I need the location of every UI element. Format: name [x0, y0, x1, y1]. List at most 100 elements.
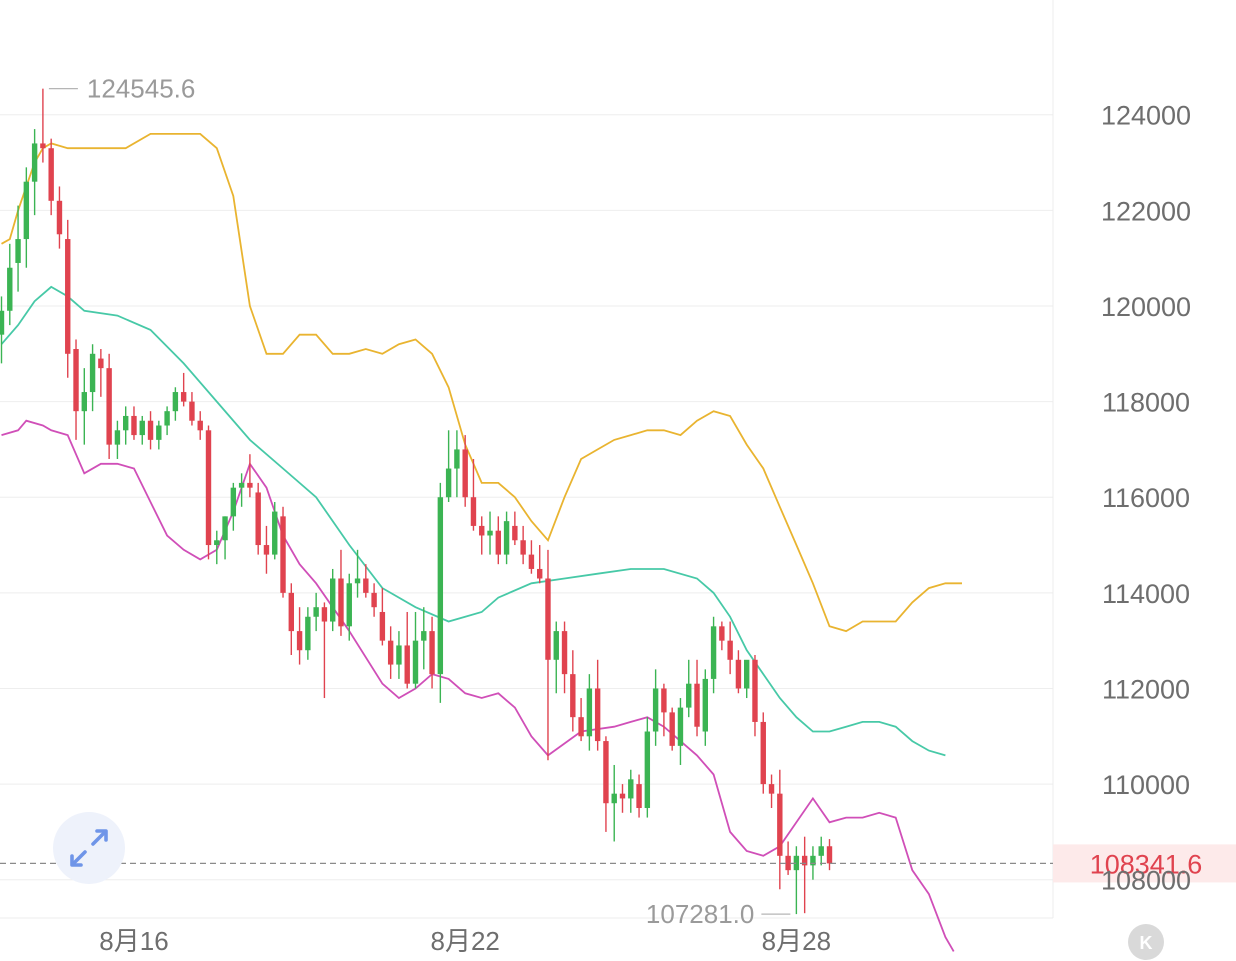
- candle: [123, 406, 129, 445]
- candle-body: [123, 415, 129, 431]
- candle-body: [437, 497, 444, 675]
- candle: [727, 621, 733, 675]
- candle: [280, 506, 286, 598]
- candle: [139, 415, 145, 445]
- candle: [537, 545, 543, 584]
- candle-body: [89, 353, 96, 393]
- scroll-to-latest-icon: K: [1140, 933, 1153, 953]
- candle: [677, 698, 684, 765]
- candle-body: [346, 583, 352, 627]
- candle-body: [131, 415, 137, 436]
- candle: [512, 511, 518, 546]
- annotations: 124545.6 107281.0 108341.6: [0, 74, 1236, 929]
- candle: [487, 511, 493, 555]
- candle: [255, 482, 261, 555]
- min-price-label: 107281.0: [646, 899, 754, 929]
- candle-body: [98, 358, 104, 369]
- candle-body: [354, 578, 361, 584]
- candle: [31, 129, 38, 216]
- candle: [586, 674, 593, 751]
- candle: [321, 602, 328, 699]
- candle-body: [288, 592, 294, 632]
- candle-body: [65, 239, 71, 354]
- candle-body: [48, 148, 54, 201]
- candle-body: [603, 741, 609, 804]
- candle-body: [305, 616, 311, 651]
- candle: [106, 353, 112, 459]
- candle: [503, 511, 510, 565]
- candle-body: [528, 554, 535, 569]
- y-tick-label: 118000: [1102, 388, 1190, 418]
- candle: [81, 368, 87, 445]
- candle: [230, 482, 237, 531]
- candle-body: [777, 793, 783, 856]
- candle-body: [106, 368, 112, 445]
- candle: [520, 525, 526, 565]
- candle-body: [321, 607, 328, 622]
- candle-body: [470, 497, 477, 526]
- y-tick-label: 112000: [1102, 674, 1190, 704]
- candle-body: [826, 846, 833, 864]
- candle-body: [7, 267, 13, 311]
- candle-body: [404, 645, 410, 684]
- scroll-button-bg[interactable]: [1128, 924, 1164, 960]
- candle-body: [56, 200, 63, 235]
- candle-body: [296, 631, 303, 651]
- candle-body: [0, 310, 5, 335]
- candle: [462, 435, 468, 507]
- candle: [644, 717, 651, 818]
- candle: [238, 473, 245, 507]
- candle-body: [503, 521, 510, 555]
- expand-button-bg[interactable]: [53, 812, 125, 884]
- candle: [65, 219, 71, 378]
- candle-body: [810, 855, 816, 866]
- candle: [396, 631, 402, 679]
- expand-button[interactable]: [53, 812, 125, 884]
- max-price-label: 124545.6: [87, 74, 195, 104]
- candle-body: [40, 143, 46, 149]
- candle-body: [545, 578, 551, 660]
- candle: [710, 616, 717, 694]
- candle-body: [313, 607, 319, 617]
- candle-body: [197, 420, 203, 431]
- candle-body: [669, 712, 675, 746]
- candle-body: [73, 349, 79, 412]
- last-price-label: 108341.6: [1090, 849, 1203, 879]
- candle-body: [214, 540, 220, 546]
- candle-body: [338, 578, 344, 627]
- candle-body: [238, 482, 245, 488]
- candle: [578, 698, 584, 742]
- candle-body: [272, 511, 278, 555]
- candle-body: [255, 492, 261, 546]
- band-upper-line: [1, 133, 962, 633]
- candle: [0, 296, 5, 364]
- band-lower-line: [1, 419, 955, 952]
- scroll-to-latest-button[interactable]: K: [1128, 924, 1164, 960]
- candle: [561, 621, 568, 694]
- candle-body: [553, 631, 559, 660]
- candle-body: [421, 631, 427, 641]
- candle-body: [445, 468, 452, 498]
- candle: [156, 420, 162, 450]
- candle-body: [23, 181, 30, 240]
- candle-body: [147, 420, 154, 440]
- candle: [296, 607, 303, 665]
- y-tick-label: 120000: [1101, 292, 1191, 322]
- bollinger-bands: [0, 133, 962, 952]
- candle: [479, 516, 485, 555]
- candle: [619, 784, 626, 813]
- candle: [826, 839, 833, 871]
- y-tick-label: 122000: [1101, 196, 1191, 226]
- candle: [594, 659, 601, 751]
- candle: [40, 88, 46, 163]
- candle: [354, 549, 361, 598]
- y-tick-label: 108000: [1101, 866, 1191, 896]
- candle-body: [628, 779, 634, 799]
- candle-body: [735, 659, 742, 689]
- candle-body: [479, 525, 485, 536]
- candle-body: [644, 731, 651, 809]
- candle: [288, 583, 294, 656]
- candle-body: [611, 793, 617, 804]
- y-tick-label: 110000: [1102, 770, 1190, 800]
- candle: [429, 616, 435, 689]
